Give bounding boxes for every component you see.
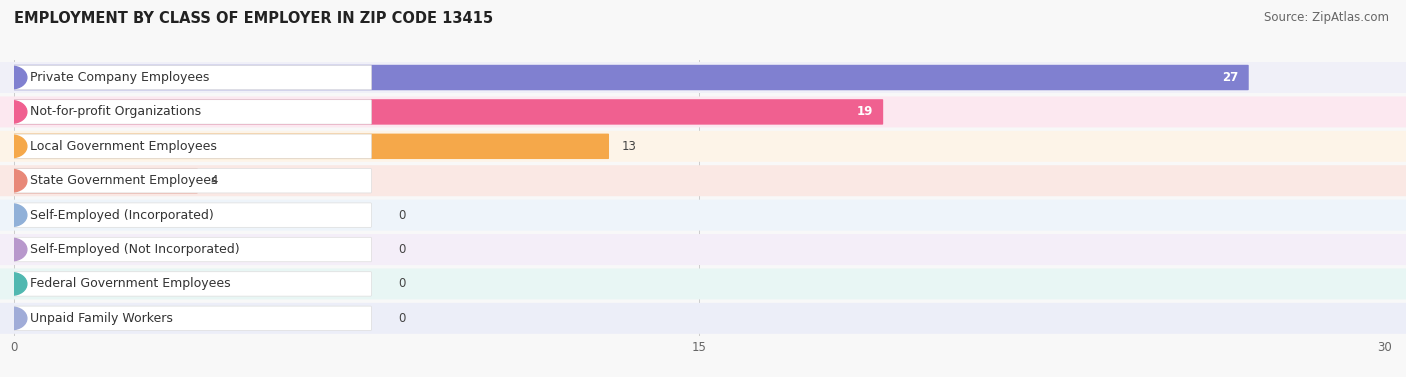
Circle shape [0, 101, 27, 123]
Text: 0: 0 [398, 277, 405, 290]
FancyBboxPatch shape [0, 100, 371, 124]
FancyBboxPatch shape [0, 268, 1406, 299]
Text: 0: 0 [398, 312, 405, 325]
FancyBboxPatch shape [0, 62, 1406, 93]
Text: Source: ZipAtlas.com: Source: ZipAtlas.com [1264, 11, 1389, 24]
FancyBboxPatch shape [13, 168, 198, 193]
FancyBboxPatch shape [13, 65, 1249, 90]
Text: Private Company Employees: Private Company Employees [30, 71, 209, 84]
FancyBboxPatch shape [0, 272, 371, 296]
Text: Federal Government Employees: Federal Government Employees [30, 277, 231, 290]
FancyBboxPatch shape [0, 165, 1406, 196]
Text: 13: 13 [621, 140, 637, 153]
Text: 27: 27 [1222, 71, 1239, 84]
Circle shape [0, 169, 27, 192]
Text: Self-Employed (Not Incorporated): Self-Employed (Not Incorporated) [30, 243, 239, 256]
FancyBboxPatch shape [0, 65, 371, 90]
FancyBboxPatch shape [0, 237, 371, 262]
Circle shape [0, 307, 27, 329]
FancyBboxPatch shape [13, 133, 609, 159]
FancyBboxPatch shape [0, 306, 371, 331]
Text: Local Government Employees: Local Government Employees [30, 140, 217, 153]
Circle shape [0, 273, 27, 295]
FancyBboxPatch shape [0, 234, 1406, 265]
Circle shape [0, 135, 27, 158]
FancyBboxPatch shape [0, 169, 371, 193]
Text: 0: 0 [398, 208, 405, 222]
Text: Not-for-profit Organizations: Not-for-profit Organizations [30, 106, 201, 118]
Circle shape [0, 204, 27, 227]
Text: State Government Employees: State Government Employees [30, 174, 218, 187]
Text: 4: 4 [211, 174, 218, 187]
Text: Unpaid Family Workers: Unpaid Family Workers [30, 312, 173, 325]
Circle shape [0, 238, 27, 261]
Text: 0: 0 [398, 243, 405, 256]
FancyBboxPatch shape [0, 203, 371, 227]
FancyBboxPatch shape [0, 200, 1406, 231]
Text: 19: 19 [856, 106, 873, 118]
Circle shape [0, 66, 27, 89]
FancyBboxPatch shape [13, 99, 883, 125]
FancyBboxPatch shape [0, 303, 1406, 334]
FancyBboxPatch shape [0, 131, 1406, 162]
Text: Self-Employed (Incorporated): Self-Employed (Incorporated) [30, 208, 214, 222]
Text: EMPLOYMENT BY CLASS OF EMPLOYER IN ZIP CODE 13415: EMPLOYMENT BY CLASS OF EMPLOYER IN ZIP C… [14, 11, 494, 26]
FancyBboxPatch shape [0, 97, 1406, 127]
FancyBboxPatch shape [0, 134, 371, 159]
